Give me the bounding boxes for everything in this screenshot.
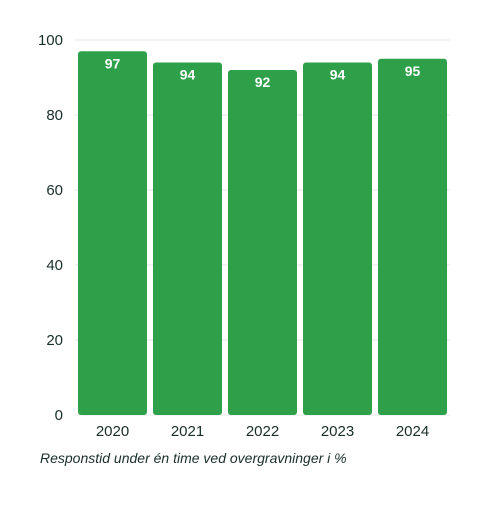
data-label: 94 [330,67,346,83]
x-axis-ticks: 2020 2021 2022 2023 2024 [96,423,429,440]
x-tick-label: 2021 [171,423,204,440]
bar [78,51,147,415]
data-label: 95 [405,63,421,79]
data-label: 94 [180,67,196,83]
chart-caption: Responstid under én time ved overgravnin… [40,450,347,466]
y-tick-label: 80 [46,107,63,124]
x-tick-label: 2022 [246,423,279,440]
data-labels: 97 94 92 94 95 [105,55,421,90]
y-tick-label: 20 [46,332,63,349]
y-tick-label: 0 [55,407,63,424]
y-tick-label: 60 [46,182,63,199]
data-label: 92 [255,74,271,90]
y-tick-label: 100 [38,32,63,49]
y-tick-label: 40 [46,257,63,274]
bar [228,70,297,415]
y-axis-ticks: 0 20 40 60 80 100 [38,32,63,424]
bar [303,62,372,415]
data-label: 97 [105,55,121,71]
x-tick-label: 2020 [96,423,129,440]
x-tick-label: 2024 [396,423,429,440]
bars [78,51,447,415]
bar [153,62,222,415]
bar [378,58,447,415]
x-tick-label: 2023 [321,423,354,440]
